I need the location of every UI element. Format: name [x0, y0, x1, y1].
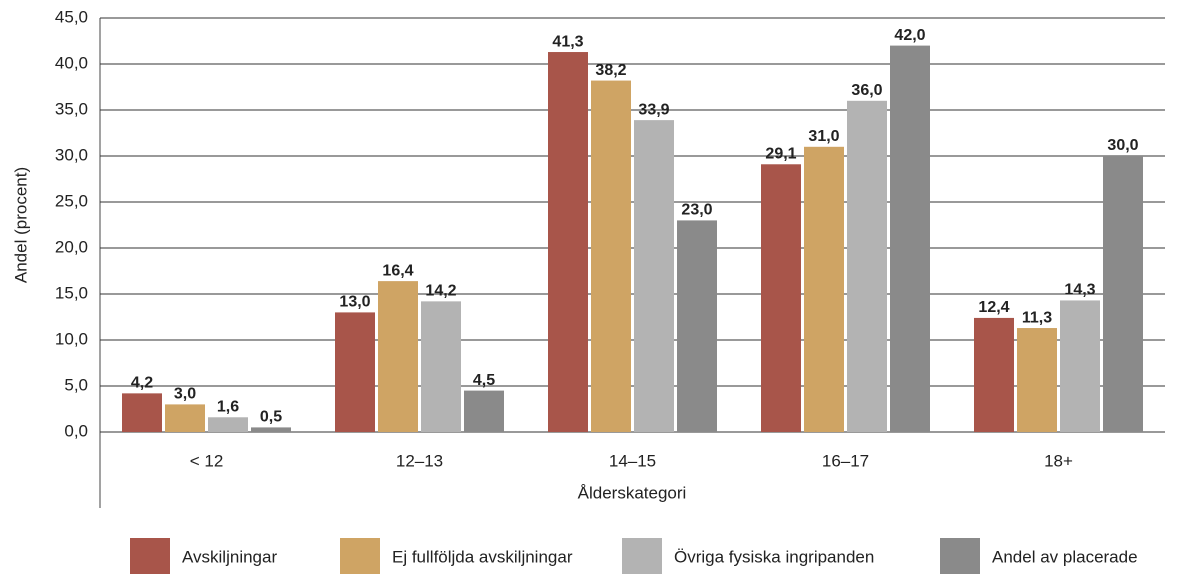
bar	[251, 427, 291, 432]
value-label: 33,9	[638, 101, 669, 118]
y-tick-label: 20,0	[55, 237, 88, 256]
x-tick-label: 16–17	[822, 451, 869, 470]
bar	[974, 317, 1014, 432]
value-label: 14,2	[425, 283, 456, 300]
x-tick-label: 14–15	[609, 451, 656, 470]
y-tick-label: 25,0	[55, 191, 88, 210]
bar	[378, 281, 418, 432]
bar	[464, 390, 504, 432]
x-tick-label: < 12	[190, 451, 224, 470]
value-label: 36,0	[851, 82, 882, 99]
bar	[847, 100, 887, 433]
value-label: 3,0	[174, 386, 196, 403]
value-label: 14,3	[1064, 282, 1095, 299]
y-tick-label: 15,0	[55, 283, 88, 302]
x-tick-label: 12–13	[396, 451, 443, 470]
value-label: 29,1	[765, 145, 796, 162]
bar	[1103, 156, 1143, 432]
x-axis-label: Ålderskategori	[578, 483, 687, 502]
value-label: 30,0	[1107, 137, 1138, 154]
value-label: 16,4	[382, 262, 413, 279]
bar	[165, 404, 205, 432]
legend-swatch	[130, 538, 170, 574]
y-tick-label: 0,0	[64, 421, 88, 440]
bar	[1060, 300, 1100, 432]
value-label: 1,6	[217, 398, 239, 415]
y-axis-label: Andel (procent)	[11, 167, 30, 283]
value-label: 4,2	[131, 375, 153, 392]
legend-swatch	[940, 538, 980, 574]
value-label: 0,5	[260, 409, 282, 426]
y-tick-label: 30,0	[55, 145, 88, 164]
value-label: 12,4	[978, 299, 1009, 316]
bar	[634, 120, 674, 433]
value-label: 13,0	[339, 294, 370, 311]
bar	[677, 220, 717, 432]
legend-label: Avskiljningar	[182, 547, 277, 566]
bar	[122, 393, 162, 432]
value-label: 38,2	[595, 62, 626, 79]
bar	[591, 80, 631, 432]
bar	[335, 312, 375, 432]
bar	[761, 164, 801, 432]
y-tick-label: 35,0	[55, 99, 88, 118]
y-tick-label: 40,0	[55, 53, 88, 72]
bar	[804, 146, 844, 433]
x-tick-label: 18+	[1044, 451, 1073, 470]
legend-label: Ej fullföljda avskiljningar	[392, 547, 573, 566]
y-tick-label: 5,0	[64, 375, 88, 394]
value-label: 42,0	[894, 27, 925, 44]
value-label: 41,3	[552, 33, 583, 50]
bar	[421, 301, 461, 432]
bar	[548, 52, 588, 432]
bar	[208, 417, 248, 432]
y-tick-label: 45,0	[55, 7, 88, 26]
y-tick-label: 10,0	[55, 329, 88, 348]
value-label: 31,0	[808, 128, 839, 145]
bar	[890, 45, 930, 432]
value-label: 4,5	[473, 372, 495, 389]
legend-swatch	[622, 538, 662, 574]
legend-label: Andel av placerade	[992, 547, 1138, 566]
bar	[1017, 328, 1057, 432]
legend-swatch	[340, 538, 380, 574]
legend-label: Övriga fysiska ingripanden	[674, 547, 874, 566]
value-label: 23,0	[681, 202, 712, 219]
value-label: 11,3	[1022, 309, 1052, 326]
